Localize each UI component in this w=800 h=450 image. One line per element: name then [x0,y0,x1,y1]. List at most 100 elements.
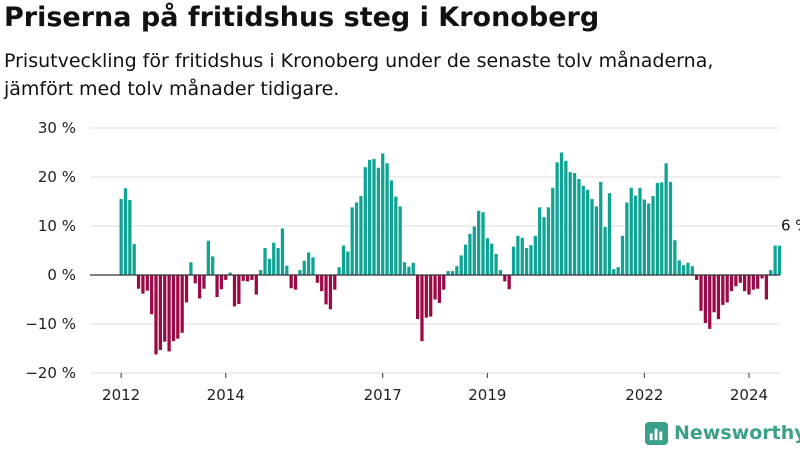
bar [145,275,149,291]
bar [437,275,442,303]
bar [708,275,712,329]
y-tick-label: 0 % [47,266,76,284]
bar [398,206,402,275]
bar [298,270,302,275]
bar [150,275,154,315]
bar [764,275,769,300]
bar [385,163,389,275]
bar [568,172,572,275]
x-tick-label: 2012 [102,386,140,404]
bar [267,258,271,275]
bar [463,244,468,275]
bar [424,275,428,318]
bar [381,153,385,275]
bar [664,163,668,275]
bar [546,207,551,275]
bar [219,275,224,290]
bar [354,202,359,275]
bar [756,275,760,289]
bar [189,262,193,275]
bar [690,266,694,275]
bar [184,275,189,303]
bar [224,275,228,280]
y-tick-label: 30 % [38,119,76,137]
bar [673,240,677,275]
bar [477,210,481,275]
bar [163,275,167,342]
annotations: 6 % [781,217,800,235]
x-tick-label: 2022 [625,386,663,404]
bar [259,270,263,275]
bar [315,275,319,283]
bar [511,246,516,275]
bar [577,178,581,275]
bar [551,187,555,275]
newsworthy-logo-icon [645,421,668,445]
bar [324,275,328,305]
bar [446,271,450,275]
bar [494,253,498,275]
bar [677,260,681,275]
bar [250,275,254,280]
bar [459,255,463,275]
bar [254,275,258,295]
bar [320,275,324,292]
bar [638,187,642,275]
bar [450,271,455,275]
bar [721,275,725,305]
bar [119,199,123,275]
x-tick-label: 2017 [364,386,402,404]
bar [738,275,742,283]
bar [237,275,241,304]
bar [559,152,564,275]
bar [660,182,664,275]
bar [346,251,350,275]
bar [490,243,494,275]
bar [612,269,616,275]
bar [176,275,180,339]
bar [503,275,507,282]
bar [136,275,141,289]
bar [773,245,777,275]
bar [564,160,568,275]
bar [725,275,729,303]
bar [241,275,245,281]
bar [599,181,603,275]
bar [729,275,734,292]
bar [769,270,773,275]
bar [760,275,764,279]
bar [507,275,511,290]
bar [293,275,298,290]
bar [193,275,197,284]
bar [529,245,533,275]
bar [341,245,346,275]
y-tick-label: −10 % [25,315,76,333]
bar [472,226,476,275]
bar [394,196,398,275]
bar [276,248,280,275]
bar [141,275,145,294]
bar [333,275,337,290]
bar [158,275,162,350]
bar [555,162,559,275]
bar [442,275,446,290]
chart-title: Priserna på fritidshus steg i Kronoberg [4,2,600,33]
bar [647,203,651,275]
bar [524,248,529,275]
bar [306,252,311,275]
bar [590,199,594,275]
bar [311,257,315,275]
bar [376,167,380,275]
bar [202,275,206,289]
annotation-label: 6 % [781,217,800,235]
bar [289,275,293,289]
bar [232,275,237,307]
bar [415,275,420,320]
bar [538,207,542,275]
bar [699,275,703,311]
bar [245,275,250,282]
bar [433,275,437,300]
x-tick-label: 2024 [730,386,768,404]
bar [594,206,598,275]
bar [751,275,755,290]
